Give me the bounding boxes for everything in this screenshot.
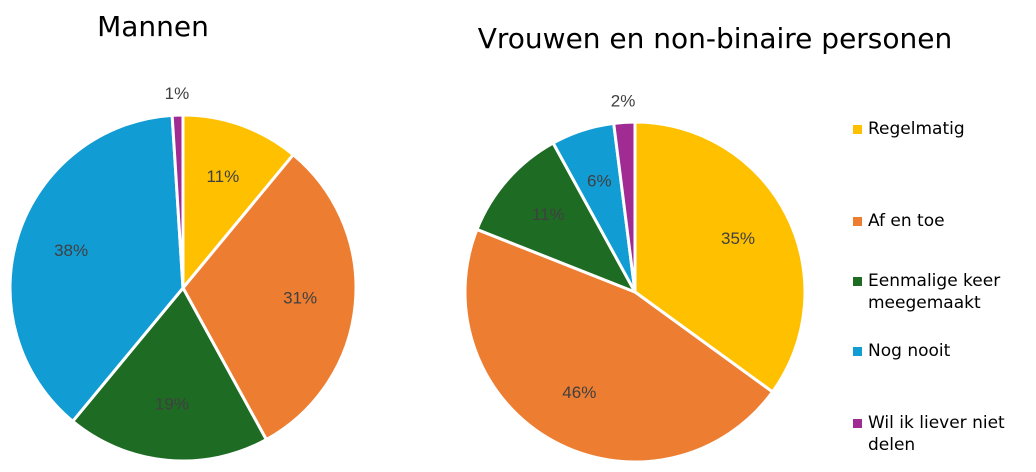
- legend-swatch: [853, 419, 862, 428]
- pie-slice: [612, 120, 637, 293]
- data-label: 31%: [283, 289, 317, 308]
- chart-title: Vrouwen en non-binaire personen: [478, 22, 953, 55]
- data-label: 2%: [611, 91, 636, 110]
- pie-slice: [463, 227, 775, 464]
- legend-label: Af en toe: [868, 211, 945, 231]
- pie-slice: [474, 140, 639, 295]
- chart-title: Mannen: [97, 10, 209, 43]
- legend-item: Eenmalige keer meegemaakt: [853, 270, 1033, 314]
- legend-item: Wil ik liever niet delen: [853, 412, 1033, 456]
- data-label: 1%: [165, 84, 190, 103]
- legend-swatch: [853, 125, 862, 134]
- data-label: 11%: [206, 167, 239, 186]
- pie-slice: [70, 285, 269, 463]
- pie-slice: [633, 120, 807, 395]
- data-label: 11%: [532, 205, 565, 224]
- pie-slice: [170, 113, 185, 289]
- legend-swatch: [853, 277, 862, 286]
- legend-item: Af en toe: [853, 210, 1033, 232]
- pie-slice: [181, 152, 358, 442]
- pie-slice: [8, 113, 185, 424]
- legend-swatch: [853, 347, 862, 356]
- pie-slice: [181, 113, 296, 293]
- legend-label: Wil ik liever niet delen: [868, 413, 1005, 455]
- legend-label: Eenmalige keer meegemaakt: [868, 271, 1001, 313]
- legend-label: Regelmatig: [868, 119, 965, 139]
- data-label: 19%: [155, 395, 189, 414]
- data-label: 46%: [562, 383, 596, 402]
- data-label: 35%: [721, 229, 755, 248]
- legend-swatch: [853, 217, 862, 226]
- legend-item: Regelmatig: [853, 118, 1033, 140]
- data-label: 6%: [587, 172, 612, 191]
- legend-item: Nog nooit: [853, 340, 1033, 362]
- legend-label: Nog nooit: [868, 341, 951, 361]
- data-label: 38%: [54, 241, 88, 260]
